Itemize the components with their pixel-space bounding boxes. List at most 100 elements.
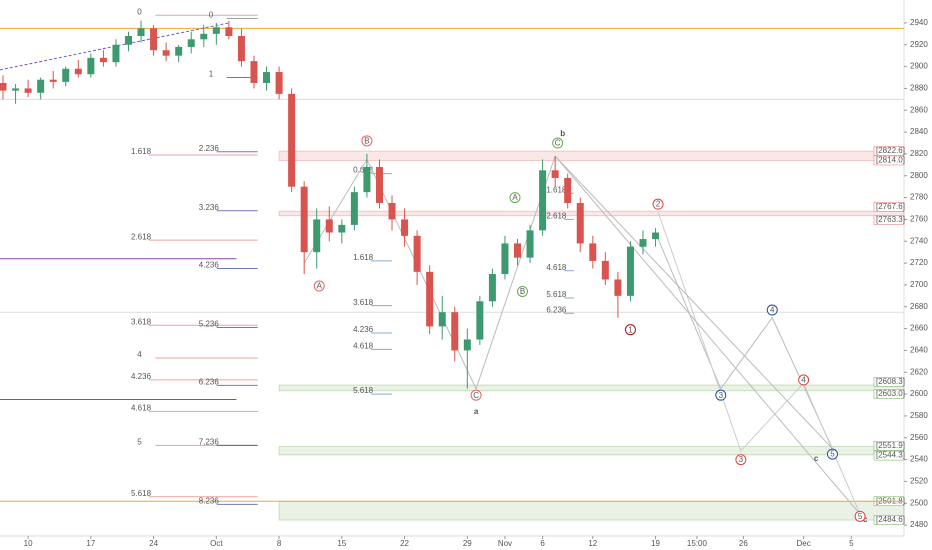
candle-body — [87, 57, 95, 75]
wave-circle — [798, 374, 810, 386]
x-tick-label: 26 — [739, 539, 748, 548]
fib-label: 4.236 — [199, 261, 220, 270]
candle-body — [74, 68, 82, 75]
candle-body — [162, 50, 170, 56]
wave-label: 3 — [719, 391, 724, 400]
wave-label: 1 — [628, 325, 633, 334]
wave-circle — [552, 137, 564, 149]
fib-label: 2.236 — [199, 144, 220, 153]
wave-label: 5 — [830, 450, 835, 459]
y-tick-label: 2580 — [910, 411, 928, 420]
wave-circle — [715, 389, 727, 401]
candle-body — [275, 72, 283, 94]
y-tick-label: 2480 — [910, 520, 928, 529]
y-tick-label: 2620 — [910, 367, 928, 376]
wave-label: 5 — [858, 512, 863, 521]
fib-label: 4.236 — [131, 372, 152, 381]
candle-body — [526, 230, 534, 258]
fib-label: 1.618 — [353, 253, 374, 262]
wave-label: 4 — [770, 306, 775, 315]
y-tick-label: 2940 — [910, 18, 928, 27]
x-tick-label: 15 — [337, 539, 346, 548]
zone — [278, 210, 905, 217]
y-tick-label: 2640 — [910, 346, 928, 355]
zone-label-bg — [873, 441, 905, 451]
wave-circle — [652, 198, 664, 210]
candle-body — [0, 82, 7, 91]
fib-label: 0.618 — [353, 166, 374, 175]
wave-circle — [470, 389, 482, 401]
y-tick-label: 2880 — [910, 84, 928, 93]
zone-label: [2544.3] — [876, 451, 905, 460]
wave-label: 3 — [739, 455, 744, 464]
fib-label: 7.236 — [199, 438, 220, 447]
candle-body — [401, 219, 409, 236]
candle-body — [62, 68, 70, 82]
candle-body — [576, 203, 584, 244]
candle-body — [112, 44, 120, 63]
candle-body — [325, 219, 333, 233]
y-tick-label: 2540 — [910, 455, 928, 464]
candle-body — [24, 88, 32, 93]
candle-body — [626, 246, 634, 296]
x-tick-label: 17 — [86, 539, 95, 548]
candle-body — [225, 27, 233, 37]
x-tick-label: 15:00 — [687, 539, 708, 548]
wave-circle — [313, 280, 325, 292]
candle-body — [350, 192, 358, 225]
y-tick-label: 2720 — [910, 258, 928, 267]
zone — [278, 384, 905, 392]
candle-body — [426, 271, 434, 327]
candle-body — [250, 61, 258, 83]
fib-label: 8.236 — [199, 496, 220, 505]
fib-label: 3.618 — [353, 298, 374, 307]
fib-label: 6.236 — [546, 305, 567, 314]
candle-body — [501, 243, 509, 275]
x-tick-label: 10 — [24, 539, 33, 548]
candle-body — [488, 274, 496, 302]
projection-path — [554, 155, 833, 450]
y-tick-label: 2680 — [910, 302, 928, 311]
fib-label: 4.618 — [353, 341, 374, 350]
wave-label: b — [560, 129, 565, 138]
wave-label: A — [317, 282, 323, 291]
wave-label: C — [555, 139, 561, 148]
fib-label: 2.618 — [131, 232, 152, 241]
candle-body — [514, 243, 522, 258]
zone-label-bg — [873, 389, 905, 399]
candle-body — [601, 260, 609, 280]
fib-label: 1.618 — [546, 185, 567, 194]
zone-label-bg — [873, 155, 905, 166]
fib-label: 4 — [137, 350, 142, 359]
fib-label: 0 — [209, 11, 214, 20]
fib-label: 5.618 — [353, 386, 374, 395]
candle-body — [589, 243, 597, 261]
wave-label: c — [814, 454, 819, 463]
candle-body — [175, 46, 183, 56]
x-tick-label: 5 — [849, 539, 854, 548]
y-tick-label: 2740 — [910, 236, 928, 245]
y-tick-label: 2900 — [910, 62, 928, 71]
wave-circle — [766, 304, 778, 316]
candle-body — [639, 239, 647, 247]
y-tick-label: 2600 — [910, 389, 928, 398]
wave-label: 4 — [801, 376, 806, 385]
x-tick-label: 8 — [277, 539, 282, 548]
candle-body — [288, 93, 296, 187]
candle-body — [463, 339, 471, 351]
x-tick-label: 12 — [588, 539, 597, 548]
fib-label: 0 — [137, 7, 142, 16]
fib-label: 4.618 — [546, 263, 567, 272]
projection-path — [554, 155, 861, 515]
wave-circle — [517, 285, 529, 297]
zone-label: [2822.6] — [876, 146, 905, 155]
wave-circle — [826, 448, 838, 460]
wave-label: c — [863, 515, 868, 524]
fib-label: 1.618 — [131, 147, 152, 156]
wave-circle — [735, 454, 747, 466]
candle-body — [363, 167, 371, 193]
wave-circle — [854, 510, 866, 522]
fib-label: 4.236 — [353, 325, 374, 334]
y-tick-label: 2520 — [910, 477, 928, 486]
